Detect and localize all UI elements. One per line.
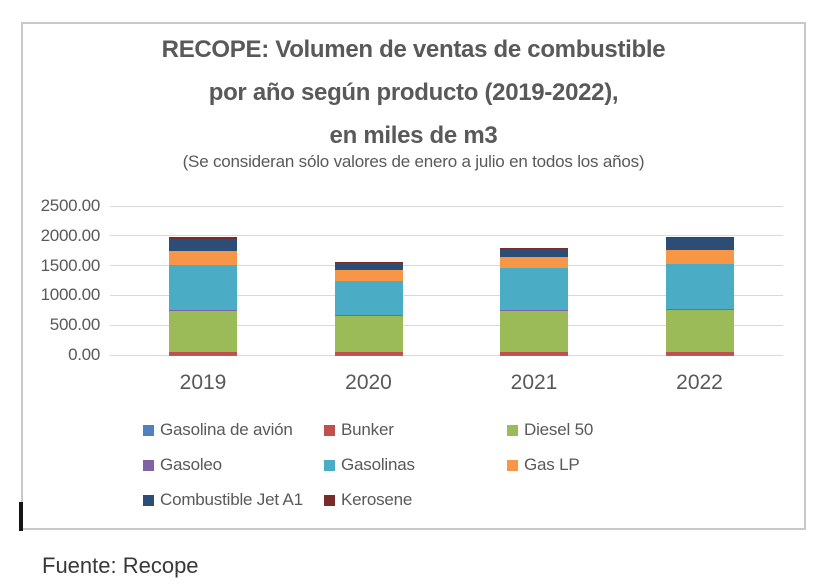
x-axis-label-2021: 2021 — [510, 371, 558, 394]
legend-item-kerosene: Kerosene — [324, 490, 413, 509]
chart-title-line-3: en miles de m3 — [329, 122, 498, 149]
bar-segment-diesel-50 — [169, 309, 237, 353]
legend-label-bunker: Bunker — [341, 420, 394, 439]
bar-segment-diesel-50 — [334, 315, 403, 353]
legend-swatch-diesel-50 — [507, 424, 518, 436]
bar-segment-gasolinas — [500, 267, 568, 310]
gridline-2500 — [110, 205, 783, 207]
bar-segment-combustible-jet-a1 — [169, 238, 237, 252]
gridline-1000 — [110, 294, 783, 296]
legend-item-bunker: Bunker — [324, 420, 394, 439]
legend-swatch-combustible-jet-a1 — [143, 494, 154, 506]
legend-swatch-gasolinas — [324, 459, 335, 471]
bar-segment-kerosene — [334, 262, 403, 263]
bar-segment-gas-lp — [665, 250, 734, 265]
legend-swatch-gasolina-de-avion — [143, 424, 154, 436]
legend-item-gas-lp: Gas LP — [507, 455, 580, 474]
gridline-2000 — [110, 235, 783, 237]
bar-segment-bunker — [665, 352, 734, 355]
y-axis-label: 2500.00 — [40, 196, 101, 215]
chart-title-line-2: por año según producto (2019-2022), — [208, 79, 619, 106]
legend-swatch-kerosene — [324, 494, 335, 506]
legend-label-diesel-50: Diesel 50 — [524, 420, 594, 439]
legend-swatch-gasoleo — [143, 459, 154, 471]
bar-segment-bunker — [500, 352, 568, 355]
legend-label-gas-lp: Gas LP — [524, 455, 580, 474]
legend-item-gasolinas: Gasolinas — [324, 455, 415, 474]
source-note: Fuente: Recope — [42, 553, 199, 578]
chart-title: RECOPE: Volumen de ventas de combustible… — [21, 28, 806, 157]
legend-label-kerosene: Kerosene — [341, 490, 413, 509]
y-axis-label: 0.00 — [68, 345, 100, 364]
bar-segment-gasolinas — [334, 281, 403, 316]
gridline-0 — [110, 354, 783, 356]
legend-label-combustible-jet-a1: Combustible Jet A1 — [160, 490, 303, 509]
legend-item-gasoleo: Gasoleo — [143, 455, 222, 474]
bar-segment-diesel-50 — [500, 310, 568, 353]
bar-segment-kerosene — [500, 248, 568, 249]
bar-segment-bunker — [334, 352, 403, 355]
legend-label-gasolinas: Gasolinas — [341, 455, 415, 474]
bar-segment-gas-lp — [334, 269, 403, 282]
corner-mark — [19, 502, 23, 531]
y-axis-label: 1000.00 — [40, 285, 101, 305]
legend-label-gasolina-de-avion: Gasolina de avión — [160, 420, 293, 439]
chart-title-line-1: RECOPE: Volumen de ventas de combustible — [161, 36, 666, 63]
bar-segment-gasolinas — [169, 264, 237, 310]
chart-subtitle: (Se consideran sólo valores de enero a j… — [182, 152, 645, 171]
bar-segment-bunker — [169, 352, 237, 355]
bar-segment-diesel-50 — [665, 309, 734, 352]
bar-segment-kerosene — [665, 237, 734, 239]
bar-segment-combustible-jet-a1 — [334, 262, 403, 270]
x-axis-label-2022: 2022 — [676, 371, 723, 394]
x-axis-label-2020: 2020 — [345, 371, 392, 394]
bar-segment-combustible-jet-a1 — [665, 238, 734, 251]
legend-label-gasoleo: Gasoleo — [160, 455, 222, 474]
legend-swatch-gas-lp — [507, 459, 518, 471]
x-axis-label-2019: 2019 — [179, 371, 227, 394]
gridline-500 — [110, 324, 783, 326]
legend-item-combustible-jet-a1: Combustible Jet A1 — [143, 490, 303, 509]
legend-swatch-bunker — [324, 424, 335, 436]
legend-item-diesel-50: Diesel 50 — [507, 420, 594, 439]
y-axis-label: 1500.00 — [40, 255, 101, 275]
gridline-1500 — [110, 265, 783, 267]
legend-item-gasolina-de-avion: Gasolina de avión — [143, 420, 293, 439]
y-axis-label: 2000.00 — [40, 225, 101, 245]
bar-segment-kerosene — [169, 237, 237, 239]
bar-segment-gas-lp — [500, 257, 568, 268]
bar-segment-combustible-jet-a1 — [500, 248, 568, 258]
bar-segment-gas-lp — [169, 251, 237, 265]
bar-segment-gasolinas — [665, 264, 734, 310]
y-axis-label: 500.00 — [49, 315, 101, 335]
